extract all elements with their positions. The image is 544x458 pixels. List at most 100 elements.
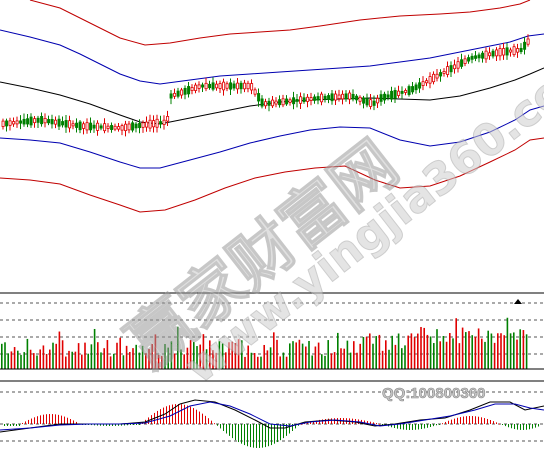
candle-body (442, 70, 446, 74)
volume-bar (7, 353, 9, 369)
volume-bar (81, 354, 83, 369)
candle-body (33, 118, 37, 124)
histogram-bar (475, 416, 476, 424)
volume-bar (461, 327, 464, 369)
histogram-bar (70, 419, 71, 424)
volume-bar (513, 332, 515, 369)
histogram-bar (43, 414, 44, 424)
candle-body (204, 82, 208, 90)
histogram-bar (415, 424, 416, 430)
volume-bar (237, 339, 240, 369)
histogram-bar (331, 418, 332, 424)
volume-bar (77, 343, 80, 369)
volume-bar (442, 336, 445, 369)
candle-body (516, 48, 520, 53)
histogram-bar (505, 424, 506, 427)
candle-body (309, 97, 313, 101)
candle-body (509, 49, 513, 53)
candle-body (460, 59, 464, 67)
histogram-bar (205, 415, 206, 424)
candle-body (250, 83, 254, 91)
histogram-bar (259, 424, 260, 448)
histogram-bar (181, 404, 182, 424)
volume-bar (356, 352, 358, 369)
histogram-bar (502, 424, 503, 425)
histogram-bar (196, 409, 197, 424)
volume-bar (234, 343, 237, 369)
histogram-bar (322, 419, 323, 424)
histogram-bar (76, 421, 77, 424)
volume-bar (87, 353, 89, 369)
candle-body (99, 125, 103, 129)
volume-bar (145, 353, 147, 369)
volume-bar (279, 356, 281, 369)
volume-bars (1, 317, 528, 369)
candle-body (264, 101, 268, 107)
volume-bar (36, 355, 38, 369)
histogram-bar (211, 420, 212, 424)
candle-body (260, 98, 264, 107)
candle-body (439, 72, 443, 77)
volume-bar (295, 342, 297, 369)
candle-body (446, 66, 450, 75)
histogram-bar (118, 424, 119, 426)
histogram-bar (391, 424, 392, 428)
histogram-bar (469, 416, 470, 424)
volume-bar (148, 349, 150, 369)
volume-bar (417, 333, 419, 369)
histogram-bar (40, 415, 41, 424)
candle-body (320, 93, 324, 103)
volume-bar (212, 350, 214, 369)
volume-bar (487, 330, 489, 369)
volume-bar (474, 336, 477, 369)
histogram-bar (217, 424, 218, 426)
candle-body (344, 93, 348, 100)
candle-body (274, 100, 278, 105)
candle-body (141, 122, 145, 128)
volume-bar (68, 350, 70, 369)
histogram-bar (313, 421, 314, 424)
histogram-bar (436, 424, 437, 426)
candle-body (1, 120, 5, 127)
candle-body (124, 123, 128, 132)
histogram-bar (286, 424, 287, 436)
candle-body (316, 96, 320, 101)
histogram-bar (250, 424, 251, 448)
histogram-bar (463, 416, 464, 424)
volume-bar (333, 352, 336, 369)
histogram-bar (529, 424, 530, 430)
candle-body (236, 82, 240, 90)
candle-body (208, 83, 212, 89)
candle-body (218, 83, 222, 89)
volume-bar (241, 340, 243, 369)
histogram-bar (493, 421, 494, 424)
histogram-bar (364, 420, 365, 424)
candle-body (278, 99, 282, 106)
volume-bar (257, 356, 259, 369)
histogram-bar (235, 424, 236, 441)
volume-bar (39, 349, 41, 369)
volume-bar (177, 326, 179, 369)
volume-bar (260, 356, 262, 369)
histogram-bar (265, 424, 266, 448)
volume-bar (388, 349, 390, 369)
histogram-bar (130, 424, 131, 425)
volume-bar (282, 352, 285, 369)
candle-body (498, 48, 502, 57)
candle-body (334, 93, 338, 101)
histogram-bar (280, 424, 281, 441)
volume-bar (49, 349, 51, 369)
candle-body (155, 118, 159, 128)
volume-bar (455, 318, 457, 369)
volume-bar (58, 331, 61, 369)
volume-bar (170, 341, 173, 369)
histogram-bar (274, 424, 275, 444)
candle-body (488, 52, 492, 57)
volume-bar (433, 343, 435, 369)
volume-bar (119, 337, 121, 369)
candle-body (29, 116, 33, 126)
volume-bar (311, 355, 313, 369)
volume-bar (122, 355, 125, 369)
histogram-bar (319, 419, 320, 424)
histogram-bar (115, 424, 116, 426)
